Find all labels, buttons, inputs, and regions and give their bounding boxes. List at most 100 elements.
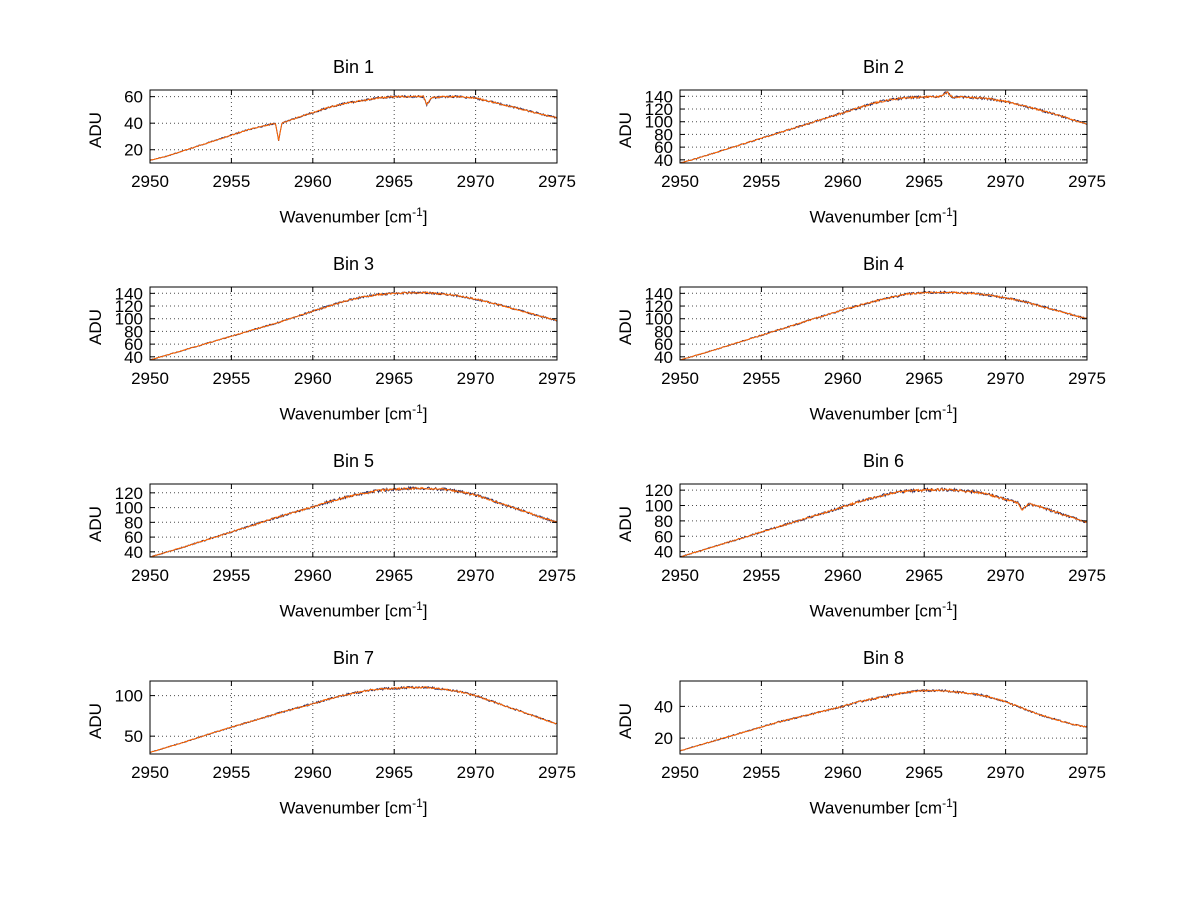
x-axis-label-text: Wavenumber [cm [809,404,943,424]
fit-series-line [150,686,557,753]
x-tick-label: 2975 [538,172,576,191]
x-axis-label: Wavenumber [cm-1] [150,205,557,228]
x-tick-label: 2965 [375,369,413,388]
raw-series-line [150,290,557,360]
x-axis-label: Wavenumber [cm-1] [680,599,1087,622]
x-tick-label: 2970 [457,763,495,782]
y-tick-label: 40 [124,114,143,133]
x-axis-label: Wavenumber [cm-1] [680,205,1087,228]
x-tick-label: 2960 [824,763,862,782]
x-tick-label: 2950 [131,172,169,191]
x-tick-label: 2975 [1068,172,1106,191]
x-tick-label: 2960 [294,172,332,191]
x-tick-label: 2970 [457,369,495,388]
x-tick-label: 2955 [742,763,780,782]
fit-series-line [150,291,557,360]
y-tick-label: 80 [124,322,143,341]
axis-box [679,680,1088,755]
x-tick-label: 2965 [375,566,413,585]
plot-title: Bin 3 [332,254,375,274]
x-axis-label-text: Wavenumber [cm [279,601,413,621]
x-tick-label: 2950 [661,566,699,585]
y-tick-label: 40 [654,348,673,367]
x-axis-label-close: ] [422,207,428,227]
x-tick-label: 2970 [457,566,495,585]
x-tick-label: 2965 [375,172,413,191]
y-tick-label: 100 [115,310,143,329]
y-tick-label: 40 [654,697,673,716]
x-tick-label: 2975 [538,763,576,782]
x-tick-label: 2970 [457,172,495,191]
y-tick-label: 60 [654,138,673,157]
x-tick-label: 2960 [824,369,862,388]
x-tick-label: 2975 [1068,763,1106,782]
x-axis-label: Wavenumber [cm-1] [680,796,1087,819]
axis-box [679,286,1088,361]
x-tick-label: 2955 [742,172,780,191]
x-tick-label: 2960 [294,566,332,585]
subplot-bin-1: Bin 1 ADU 20 40 60 2950 2955 2960 2965 2970 2975… [60,55,580,252]
subplot-bin-8: Bin 8 ADU 20 40 2950 2955 2960 2965 2970 2975 W… [590,646,1110,843]
x-axis-label-text: Wavenumber [cm [279,404,413,424]
x-tick-label: 2960 [294,763,332,782]
x-axis-label-close: ] [422,798,428,818]
subplot-bin-6: Bin 6 ADU 40 60 80 100 120 2950 2955 2960 2965 29… [590,449,1110,646]
axis-box [149,680,558,755]
x-tick-label: 2955 [212,763,250,782]
x-axis-label-superscript: -1 [412,796,423,810]
y-tick-label: 40 [124,348,143,367]
x-tick-label: 2955 [212,369,250,388]
fit-series-line [150,95,557,161]
x-axis-label-text: Wavenumber [cm [279,798,413,818]
x-tick-label: 2950 [131,566,169,585]
x-axis-label-superscript: -1 [412,205,423,219]
y-tick-label: 20 [654,729,673,748]
x-tick-label: 2975 [1068,566,1106,585]
x-axis-label-text: Wavenumber [cm [809,798,943,818]
plot-canvas: 20 40 60 2950 2955 2960 2965 2970 2975 [124,88,576,191]
y-tick-label: 100 [115,687,143,706]
x-tick-label: 2960 [824,172,862,191]
raw-series-line [150,485,557,557]
x-tick-label: 2950 [661,172,699,191]
raw-series-line [680,689,1087,752]
y-tick-label: 40 [124,543,143,562]
raw-series-line [680,90,1087,163]
axis-box [149,483,558,558]
y-tick-label: 120 [645,100,673,119]
x-tick-label: 2965 [905,566,943,585]
x-axis-label-close: ] [952,404,958,424]
plot-title: Bin 6 [862,451,905,471]
plot-title: Bin 2 [862,57,905,77]
x-axis-label-superscript: -1 [942,205,953,219]
raw-series-line [150,94,557,161]
y-tick-label: 140 [645,284,673,303]
y-tick-label: 40 [654,151,673,170]
y-tick-label: 60 [654,335,673,354]
plot-title: Bin 7 [332,648,375,668]
raw-series-line [680,487,1087,557]
x-axis-label-superscript: -1 [942,796,953,810]
plot-title: Bin 1 [332,57,375,77]
y-tick-label: 120 [115,297,143,316]
y-tick-label: 140 [645,87,673,106]
y-tick-label: 60 [124,335,143,354]
x-tick-label: 2955 [212,566,250,585]
y-tick-label: 100 [115,499,143,518]
fit-series-line [680,291,1087,360]
x-tick-label: 2975 [1068,369,1106,388]
fit-series-line [150,486,557,557]
y-tick-label: 80 [654,125,673,144]
x-tick-label: 2970 [987,172,1025,191]
x-tick-label: 2970 [987,763,1025,782]
x-axis-label-close: ] [422,404,428,424]
x-axis-label: Wavenumber [cm-1] [150,402,557,425]
plot-title: Bin 8 [862,648,905,668]
y-tick-label: 60 [654,527,673,546]
x-axis-label: Wavenumber [cm-1] [150,796,557,819]
